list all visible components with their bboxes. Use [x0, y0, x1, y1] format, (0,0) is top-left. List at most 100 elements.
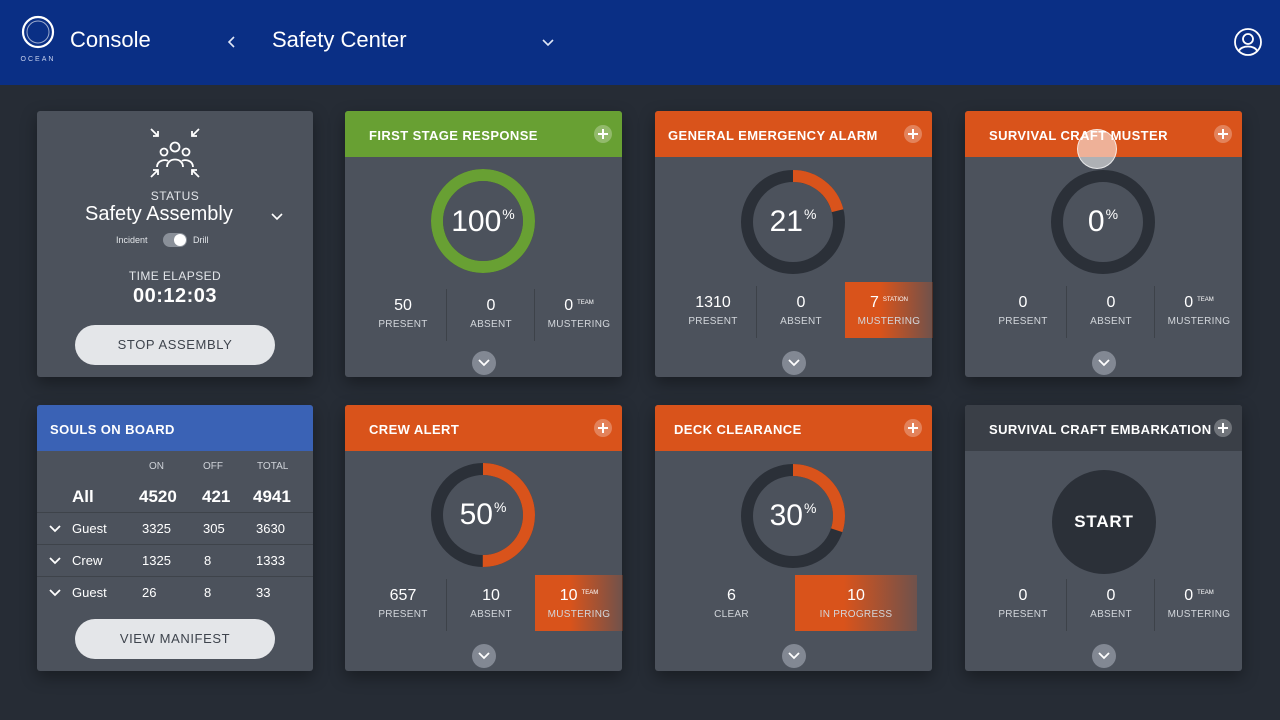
table-row[interactable]: Crew 1325 8 1333	[37, 545, 313, 577]
survival-craft-embarkation-card: SURVIVAL CRAFT EMBARKATION START 0 PRESE…	[965, 405, 1242, 671]
stat-value: 657	[389, 587, 417, 604]
stats-row: 1310 PRESENT 0 ABSENT 7 STATION MUSTERING	[669, 282, 933, 338]
chevron-down-icon[interactable]	[49, 524, 61, 534]
ring-arc	[431, 463, 535, 567]
divider	[534, 289, 535, 341]
touch-cursor-indicator	[1077, 129, 1117, 169]
chevron-down-icon[interactable]	[49, 556, 61, 566]
stat-qualifier: TEAM	[1197, 297, 1214, 303]
toggle-drill-label: Drill	[193, 235, 209, 245]
plus-icon[interactable]	[904, 419, 922, 437]
start-button[interactable]: START	[1052, 470, 1156, 574]
stat-label: PRESENT	[998, 316, 1048, 327]
stat-present: 1310 PRESENT	[669, 282, 757, 338]
plus-icon[interactable]	[1214, 419, 1232, 437]
stat-present: 50 PRESENT	[359, 285, 447, 341]
stat-qualifier: TEAM	[581, 590, 599, 596]
cell-on: 1325	[142, 553, 171, 568]
stat-number: 10	[559, 587, 578, 604]
stat-value: 0	[1018, 294, 1028, 311]
page-menu-button[interactable]	[538, 30, 558, 54]
plus-icon[interactable]	[594, 419, 612, 437]
divider	[1154, 579, 1155, 631]
stat-value: 0 TEAM	[1155, 294, 1243, 312]
assembly-icon	[150, 128, 200, 178]
stat-absent: 0 ABSENT	[1067, 282, 1155, 338]
chevron-down-icon[interactable]	[269, 209, 285, 225]
stat-label: ABSENT	[780, 316, 822, 327]
card-title: SOULS ON BOARD	[50, 422, 175, 437]
plus-icon[interactable]	[904, 125, 922, 143]
cell-total: 33	[256, 585, 271, 600]
expand-button[interactable]	[782, 351, 806, 375]
page-title[interactable]: Safety Center	[272, 27, 407, 52]
user-icon	[1234, 28, 1262, 56]
ring-arc	[431, 169, 535, 273]
plus-icon[interactable]	[594, 125, 612, 143]
stop-assembly-button[interactable]: STOP ASSEMBLY	[75, 325, 275, 365]
time-elapsed-value: 00:12:03	[132, 285, 218, 307]
row-label: All	[72, 487, 94, 506]
chevron-down-icon	[1098, 652, 1110, 660]
stat-qualifier: TEAM	[577, 300, 594, 306]
chevron-down-icon	[478, 652, 490, 660]
stat-mustering: 0 TEAM MUSTERING	[1155, 282, 1243, 338]
incident-drill-toggle[interactable]	[163, 233, 187, 247]
expand-button[interactable]	[1092, 644, 1116, 668]
stat-label: ABSENT	[1090, 316, 1132, 327]
stats-row: 657 PRESENT 10 ABSENT 10 TEAM MUSTERING	[359, 575, 623, 631]
back-button[interactable]	[222, 30, 242, 54]
stat-value: 1310	[695, 294, 731, 311]
stat-mustering: 10 TEAM MUSTERING	[535, 575, 623, 631]
stat-absent: 0 ABSENT	[757, 282, 845, 338]
status-card: STATUS Safety Assembly Incident Drill TI…	[37, 111, 313, 377]
progress-percent: 50%	[459, 498, 507, 531]
expand-button[interactable]	[472, 644, 496, 668]
card-title: SURVIVAL CRAFT MUSTER	[989, 128, 1168, 143]
stat-value: 7 STATION	[845, 294, 933, 312]
chevron-down-icon	[478, 359, 490, 367]
user-account-button[interactable]	[1232, 26, 1264, 58]
stat-present: 0 PRESENT	[979, 282, 1067, 338]
stat-label: MUSTERING	[1167, 316, 1231, 327]
percent-value: 21	[769, 205, 803, 238]
card-header: SURVIVAL CRAFT EMBARKATION	[965, 405, 1242, 451]
time-elapsed-label: TIME ELAPSED	[128, 269, 222, 283]
stat-present: 0 PRESENT	[979, 575, 1067, 631]
status-label: STATUS	[150, 189, 200, 203]
divider	[756, 286, 757, 338]
table-row[interactable]: Guest 26 8 33	[37, 577, 313, 609]
ring-arc	[741, 170, 845, 274]
stat-mustering: 0 TEAM MUSTERING	[535, 285, 623, 341]
progress-ring	[431, 463, 535, 567]
progress-ring	[431, 169, 535, 273]
progress-ring	[741, 170, 845, 274]
row-label: Guest	[72, 585, 107, 600]
card-header: FIRST STAGE RESPONSE	[345, 111, 622, 157]
status-value[interactable]: Safety Assembly	[85, 203, 233, 225]
stat-label: PRESENT	[378, 319, 428, 330]
stat-label: PRESENT	[998, 609, 1048, 620]
stat-number: 0	[1184, 587, 1194, 604]
stat-mustering: 7 STATION MUSTERING	[845, 282, 933, 338]
stat-value: 0 TEAM	[1155, 587, 1243, 605]
chevron-down-icon[interactable]	[49, 588, 61, 598]
card-header: SOULS ON BOARD	[37, 405, 313, 451]
crew-alert-card: CREW ALERT 50% 657 PRESENT 10 ABSENT 10 T…	[345, 405, 623, 671]
expand-button[interactable]	[1092, 351, 1116, 375]
stat-label: ABSENT	[1090, 609, 1132, 620]
expand-button[interactable]	[782, 644, 806, 668]
view-manifest-button[interactable]: VIEW MANIFEST	[75, 619, 275, 659]
column-header: OFF	[203, 461, 223, 472]
expand-button[interactable]	[472, 351, 496, 375]
incident-drill-toggle-row: Incident Drill	[37, 233, 313, 249]
cell-off: 421	[202, 487, 231, 506]
divider	[446, 289, 447, 341]
cell-off: 8	[204, 585, 212, 600]
stat-qualifier: TEAM	[1197, 590, 1214, 596]
table-row[interactable]: Guest 3325 305 3630	[37, 513, 313, 545]
plus-icon[interactable]	[1214, 125, 1232, 143]
chevron-down-icon	[542, 39, 554, 47]
percent-value: 100	[451, 205, 502, 238]
card-title: SURVIVAL CRAFT EMBARKATION	[989, 422, 1212, 437]
